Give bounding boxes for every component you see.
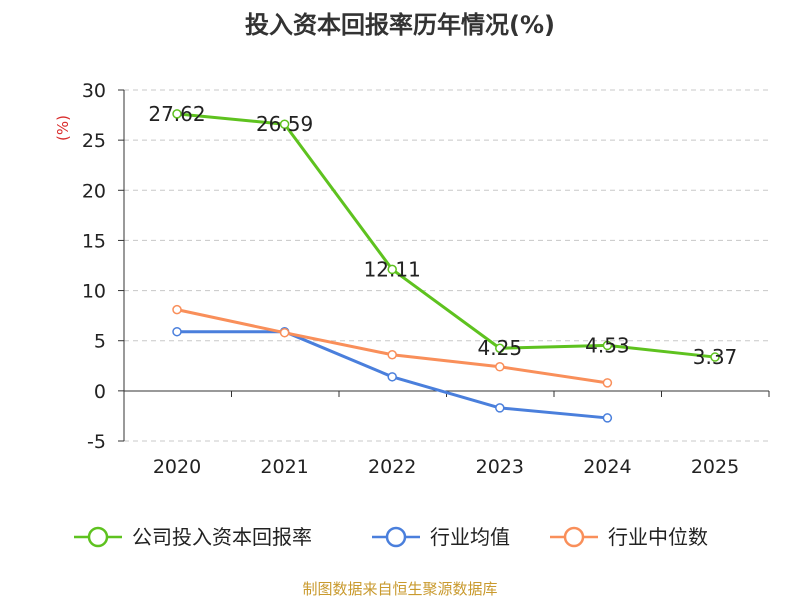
legend-label: 行业中位数 — [608, 525, 708, 549]
x-tick-labels: 2020 2021 2022 2023 2024 2025 — [153, 456, 739, 478]
data-point[interactable] — [172, 326, 182, 337]
x-tick-label: 2022 — [368, 456, 416, 478]
legend: 公司投入资本回报率 行业均值 行业中位数 — [74, 525, 708, 549]
y-tick-label: 30 — [82, 80, 106, 102]
data-point[interactable] — [495, 362, 505, 372]
data-source-note: 制图数据来自恒生聚源数据库 — [302, 580, 497, 598]
data-point[interactable] — [710, 352, 720, 362]
y-tick-label: 0 — [94, 381, 106, 403]
data-point[interactable] — [387, 264, 397, 275]
data-point[interactable] — [279, 119, 290, 129]
y-axis-label: (%) — [54, 115, 72, 141]
x-tick-label: 2025 — [691, 456, 739, 478]
x-tick-label: 2024 — [583, 456, 631, 478]
data-point[interactable] — [387, 350, 397, 360]
x-tick-label: 2021 — [260, 456, 308, 478]
series-layer — [172, 109, 720, 423]
data-point[interactable] — [172, 109, 182, 119]
data-point[interactable] — [279, 327, 290, 338]
legend-swatch-marker — [563, 526, 585, 548]
y-tick-labels: -5 0 5 10 15 20 25 30 — [82, 80, 106, 453]
data-point[interactable] — [387, 372, 397, 382]
data-label: 27.62 — [148, 102, 205, 126]
legend-item-industry-mean[interactable]: 行业均值 — [372, 525, 510, 549]
data-point[interactable] — [602, 340, 613, 351]
legend-label: 公司投入资本回报率 — [132, 525, 312, 549]
data-label: 3.37 — [693, 345, 738, 369]
axes — [118, 89, 770, 442]
x-tick-label: 2020 — [153, 456, 201, 478]
y-tick-label: 15 — [82, 230, 106, 252]
data-label: 4.53 — [585, 333, 630, 357]
y-tick-label: 20 — [82, 180, 106, 202]
data-label: 12.11 — [364, 257, 421, 281]
data-label: 4.25 — [478, 336, 523, 360]
data-point[interactable] — [602, 413, 613, 423]
data-point[interactable] — [495, 343, 505, 353]
x-tick-label: 2023 — [476, 456, 524, 478]
data-point[interactable] — [495, 403, 505, 413]
series-company-roic — [172, 109, 720, 362]
y-tick-label: 5 — [94, 331, 106, 353]
data-point[interactable] — [172, 304, 182, 315]
series-line — [176, 112, 716, 359]
y-tick-label: 25 — [82, 130, 106, 152]
legend-label: 行业均值 — [430, 525, 510, 549]
data-labels: 27.62 26.59 12.11 4.25 4.53 3.37 — [148, 102, 737, 369]
chart-title: 投入资本回报率历年情况(%) — [245, 11, 555, 39]
legend-item-industry-median[interactable]: 行业中位数 — [550, 525, 708, 549]
legend-swatch-marker — [385, 526, 407, 548]
data-point[interactable] — [602, 378, 613, 388]
y-tick-label: 10 — [82, 281, 106, 303]
series-industry-median — [172, 304, 613, 388]
grid-lines — [124, 89, 769, 442]
data-label: 26.59 — [256, 112, 313, 136]
y-tick-label: -5 — [87, 431, 106, 453]
legend-item-company-roic[interactable]: 公司投入资本回报率 — [74, 525, 312, 549]
legend-swatch-marker — [87, 526, 109, 548]
